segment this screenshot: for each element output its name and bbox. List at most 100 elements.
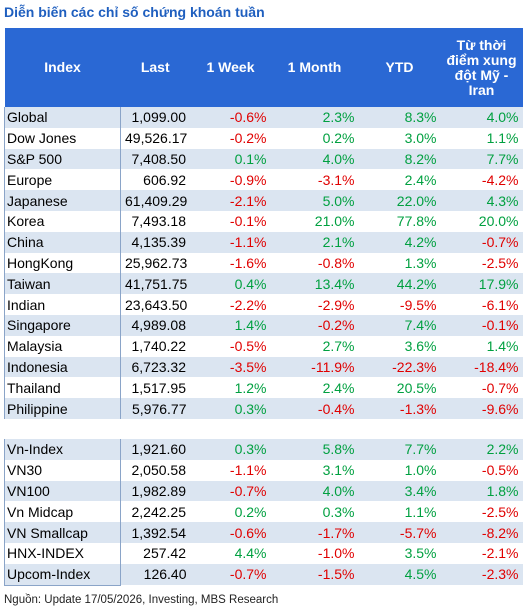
last-value: 4,135.39 — [120, 231, 191, 253]
change-value: -1.5% — [270, 563, 359, 586]
column-header: YTD — [358, 28, 441, 107]
index-name: Upcom-Index — [4, 563, 121, 586]
table-row: Europe 606.92 -0.9% -3.1% 2.4% -4.2% — [4, 169, 523, 191]
change-value: -0.8% — [317, 254, 355, 271]
change-value: -4.2% — [481, 171, 519, 188]
table-body: Global 1,099.00 -0.6% 2.3% 8.3% 4.0% Dow Jones… — [4, 107, 523, 586]
change-value: -0.7% — [190, 563, 271, 586]
column-header: Từ thời điểm xung đột Mỹ - Iran — [440, 28, 523, 107]
change-value: 2.4% — [404, 171, 437, 188]
last-value: 61,409.29 — [120, 190, 191, 211]
change-value: -1.1% — [190, 231, 271, 253]
table-row: Vn-Index 1,921.60 0.3% 5.8% 7.7% 2.2% — [4, 438, 523, 460]
change-value: 3.4% — [358, 480, 441, 502]
title: Diễn biến các chỉ số chứng khoán tuần — [4, 4, 265, 20]
change-value: 0.3% — [190, 438, 271, 460]
change-value: 8.2% — [358, 148, 441, 170]
change-value: 44.2% — [358, 273, 441, 295]
last-value: 5,976.77 — [120, 398, 191, 419]
change-value: -0.7% — [440, 231, 523, 253]
index-name: VN100 — [4, 480, 121, 502]
change-value: -1.3% — [358, 398, 441, 419]
change-value: -0.5% — [481, 462, 519, 479]
change-value: -1.7% — [270, 522, 359, 543]
index-table: Index Last 1 Week 1 Month YTD Từ thời điểm xu… — [4, 28, 523, 586]
change-value: 3.6% — [404, 338, 437, 355]
change-value: -5.7% — [358, 522, 441, 543]
table-row: Dow Jones 49,526.17 -0.2% 0.2% 3.0% 1.1% — [4, 127, 523, 149]
table-row: S&P 500 7,408.50 0.1% 4.0% 8.2% 7.7% — [4, 148, 523, 170]
change-value: 4.0% — [440, 107, 523, 128]
last-value: 25,962.73 — [125, 254, 188, 271]
change-value: -0.4% — [270, 398, 359, 419]
change-value: -11.9% — [270, 356, 359, 378]
change-value: 1.8% — [440, 480, 523, 502]
index-name: Thailand — [4, 377, 121, 399]
table-row: Taiwan 41,751.75 0.4% 13.4% 44.2% 17.9% — [4, 273, 523, 295]
change-value: 7.7% — [358, 438, 441, 460]
last-value: 1,392.54 — [120, 522, 191, 543]
change-value: 4.5% — [358, 563, 441, 586]
change-value: 0.3% — [322, 503, 355, 520]
last-value: 23,643.50 — [125, 296, 188, 313]
index-name: Indonesia — [4, 356, 121, 378]
table-row: Global 1,099.00 -0.6% 2.3% 8.3% 4.0% — [4, 107, 523, 128]
last-value: 257.42 — [143, 545, 186, 562]
table-row: Indian 23,643.50 -2.2% -2.9% -9.5% -6.1% — [4, 294, 523, 315]
change-value: 1.4% — [190, 314, 271, 336]
change-value: 3.5% — [404, 545, 437, 562]
table-row: Korea 7,493.18 -0.1% 21.0% 77.8% 20.0% — [4, 210, 523, 232]
last-value: 1,740.22 — [131, 338, 187, 355]
change-value: 4.0% — [270, 148, 359, 170]
last-value: 6,723.32 — [120, 356, 191, 378]
table-row: China 4,135.39 -1.1% 2.1% 4.2% -0.7% — [4, 231, 523, 253]
change-value: -2.1% — [190, 190, 271, 211]
source-note: Nguồn: Update 17/05/2026, Investing, MBS… — [4, 594, 279, 606]
spacer-cell — [358, 418, 441, 439]
spacer-cell — [120, 418, 191, 439]
change-value: 2.2% — [440, 438, 523, 460]
change-value: -2.3% — [440, 563, 523, 586]
index-name: Vn Midcap — [4, 501, 121, 523]
table-row: VN Smallcap 1,392.54 -0.6% -1.7% -5.7% -8.2% — [4, 522, 523, 543]
change-value: -1.6% — [229, 254, 267, 271]
index-name: Europe — [4, 169, 121, 191]
change-value: 5.0% — [270, 190, 359, 211]
change-value: -0.1% — [440, 314, 523, 336]
index-name: Indian — [4, 294, 121, 315]
change-value: -2.2% — [229, 296, 267, 313]
change-value: 2.3% — [270, 107, 359, 128]
change-value: 3.0% — [404, 130, 437, 147]
change-value: 13.4% — [270, 273, 359, 295]
change-value: -0.1% — [229, 213, 267, 230]
change-value: 4.2% — [358, 231, 441, 253]
change-value: 17.9% — [440, 273, 523, 295]
change-value: 8.3% — [358, 107, 441, 128]
table-row: VN30 2,050.58 -1.1% 3.1% 1.0% -0.5% — [4, 459, 523, 481]
last-value: 606.92 — [143, 171, 186, 188]
column-header: 1 Week — [190, 28, 271, 107]
last-value: 49,526.17 — [125, 130, 188, 147]
last-value: 7,493.18 — [131, 213, 187, 230]
change-value: -2.9% — [317, 296, 355, 313]
change-value: 0.2% — [322, 130, 355, 147]
index-name: Singapore — [4, 314, 121, 336]
index-name: Japanese — [4, 190, 121, 211]
spacer-cell — [440, 418, 523, 439]
table-row: VN100 1,982.89 -0.7% 4.0% 3.4% 1.8% — [4, 480, 523, 502]
change-value: 4.3% — [440, 190, 523, 211]
index-name: Malaysia — [4, 335, 121, 357]
index-name: Korea — [4, 210, 121, 232]
index-name: Taiwan — [4, 273, 121, 295]
change-value: 2.4% — [322, 379, 355, 396]
change-value: -0.6% — [190, 522, 271, 543]
change-value: -8.2% — [440, 522, 523, 543]
change-value: 2.1% — [270, 231, 359, 253]
change-value: 20.0% — [478, 213, 519, 230]
change-value: 1.1% — [404, 503, 437, 520]
table-row: Japanese 61,409.29 -2.1% 5.0% 22.0% 4.3% — [4, 190, 523, 211]
spacer-cell — [190, 418, 271, 439]
column-header: Index — [4, 28, 121, 107]
change-value: -9.6% — [440, 398, 523, 419]
spacer-cell — [270, 418, 359, 439]
